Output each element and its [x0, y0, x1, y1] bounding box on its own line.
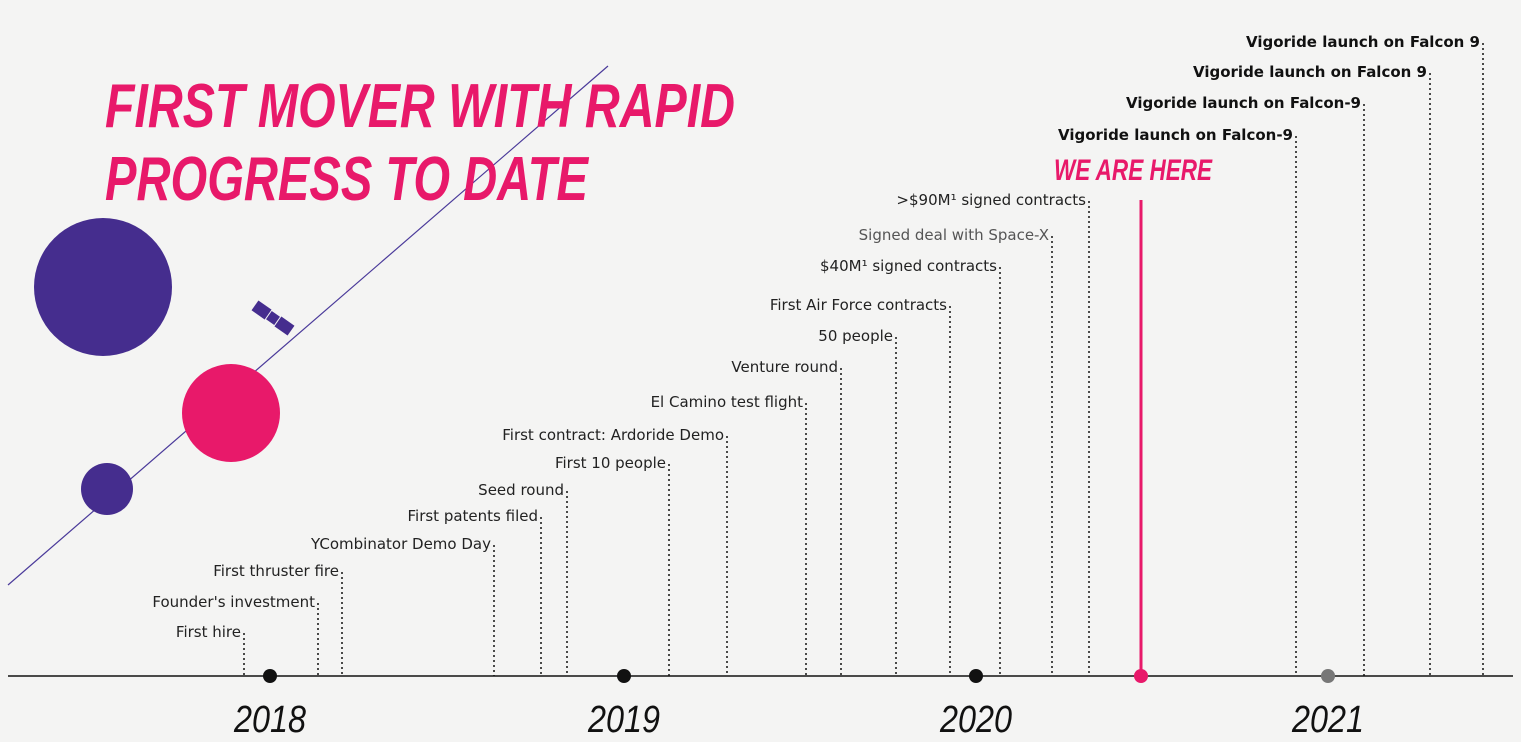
event-label: First Air Force contracts — [770, 296, 947, 314]
event-label: Signed deal with Space-X — [859, 226, 1049, 244]
year-dot — [617, 669, 631, 683]
event-label: First 10 people — [555, 454, 666, 472]
event-label: First contract: Ardoride Demo — [502, 426, 724, 444]
event-label: Founder's investment — [152, 593, 315, 611]
event-label: First patents filed — [408, 507, 539, 525]
year-label: 2020 — [939, 699, 1012, 741]
year-label: 2018 — [233, 699, 306, 741]
satellite — [252, 300, 295, 335]
timeline-slide: FIRST MOVER WITH RAPID PROGRESS TO DATE … — [0, 0, 1521, 742]
planet-large — [34, 218, 172, 356]
planet-small — [81, 463, 133, 515]
event-label: Vigoride launch on Falcon 9 — [1193, 63, 1427, 81]
event-label: Seed round — [478, 481, 564, 499]
event-label: >$90M¹ signed contracts — [896, 191, 1086, 209]
current-marker-label: WE ARE HERE — [1054, 154, 1213, 187]
event-label: $40M¹ signed contracts — [820, 257, 997, 275]
title-line: FIRST MOVER WITH RAPID — [105, 72, 735, 141]
title-line: PROGRESS TO DATE — [105, 145, 589, 214]
planet-medium — [182, 364, 280, 462]
event-label: Venture round — [731, 358, 838, 376]
year-dot — [1321, 669, 1335, 683]
year-dot — [263, 669, 277, 683]
event-label: YCombinator Demo Day — [310, 535, 491, 553]
event-label: 50 people — [818, 327, 893, 345]
current-marker-dot — [1134, 669, 1148, 683]
event-label: Vigoride launch on Falcon 9 — [1246, 33, 1480, 51]
year-label: 2019 — [587, 699, 660, 741]
year-dot — [969, 669, 983, 683]
year-label: 2021 — [1291, 699, 1364, 741]
event-label: First hire — [176, 623, 241, 641]
event-label: El Camino test flight — [651, 393, 804, 411]
event-label: First thruster fire — [213, 562, 339, 580]
event-label: Vigoride launch on Falcon-9 — [1126, 94, 1361, 112]
event-label: Vigoride launch on Falcon-9 — [1058, 126, 1293, 144]
